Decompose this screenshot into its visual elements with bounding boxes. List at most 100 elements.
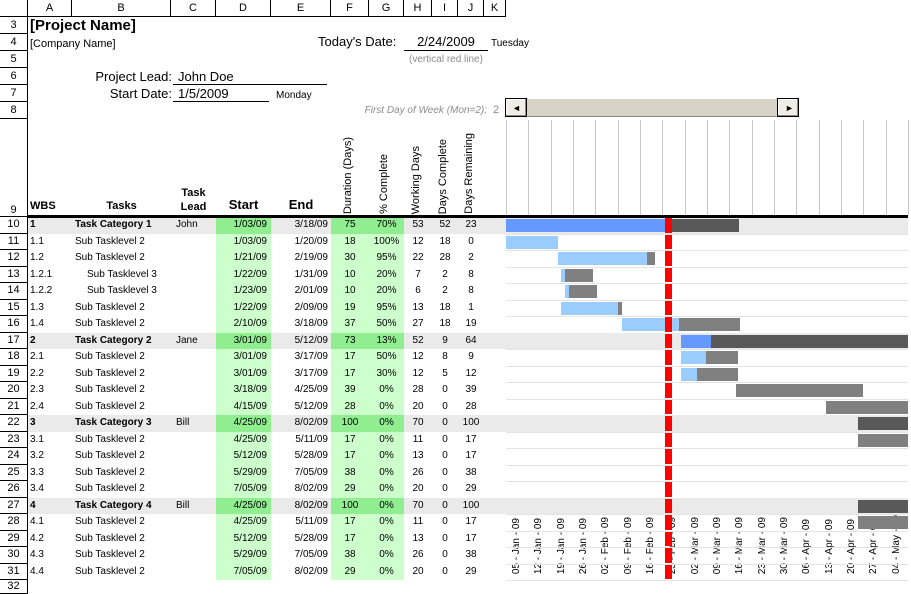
row-header-4[interactable]: 4 <box>0 34 28 51</box>
end-date-cell[interactable]: 5/12/09 <box>294 400 328 412</box>
task-cell[interactable]: Sub Tasklevel 2 <box>75 532 145 544</box>
task-cell[interactable]: Sub Tasklevel 2 <box>75 450 145 461</box>
task-cell[interactable]: Sub Tasklevel 2 <box>75 433 145 445</box>
scroll-right-button[interactable]: ► <box>777 98 799 117</box>
row-header-28[interactable]: 28 <box>0 514 28 531</box>
start-date-cell[interactable]: 1/21/09 <box>216 250 271 267</box>
start-date-cell[interactable]: 4/25/09 <box>216 415 271 432</box>
days-complete-cell[interactable]: 0 <box>442 532 448 544</box>
row-header-16[interactable]: 16 <box>0 316 28 333</box>
start-date-cell[interactable]: 1/22/09 <box>216 266 271 283</box>
row-header-5[interactable]: 5 <box>0 51 28 68</box>
task-cell[interactable]: Sub Tasklevel 2 <box>75 367 145 379</box>
end-date-cell[interactable]: 5/12/09 <box>294 334 328 346</box>
duration-cell[interactable]: 29 <box>331 563 369 580</box>
start-date-cell[interactable]: 1/22/09 <box>216 299 271 316</box>
pct-complete-cell[interactable]: 0% <box>369 382 404 399</box>
working-days-cell[interactable]: 11 <box>412 516 424 527</box>
start-date-cell[interactable]: 5/12/09 <box>216 530 271 547</box>
column-header-J[interactable]: J <box>458 0 484 17</box>
row-header-7[interactable]: 7 <box>0 85 28 102</box>
working-days-cell[interactable]: 7 <box>415 268 421 280</box>
days-complete-cell[interactable]: 0 <box>442 400 448 412</box>
timeline-scrollbar[interactable]: ◄ ► <box>505 98 799 117</box>
start-date-cell[interactable]: 1/23/09 <box>216 283 271 300</box>
days-complete-cell[interactable]: 0 <box>442 384 448 395</box>
wbs-cell[interactable]: 3.2 <box>30 450 44 461</box>
working-days-cell[interactable]: 12 <box>412 351 424 362</box>
task-cell[interactable]: Sub Tasklevel 2 <box>75 235 145 247</box>
corner-cell[interactable] <box>0 0 28 17</box>
row-header-6[interactable]: 6 <box>0 68 28 85</box>
project-name[interactable]: [Project Name] <box>30 17 136 34</box>
task-lead-cell[interactable]: Bill <box>176 417 190 428</box>
row-header-11[interactable]: 11 <box>0 233 28 250</box>
pct-complete-cell[interactable]: 0% <box>369 514 404 531</box>
wbs-cell[interactable]: 1.1 <box>30 235 44 247</box>
column-header-I[interactable]: I <box>432 0 458 17</box>
start-date-cell[interactable]: 7/05/09 <box>216 563 271 580</box>
duration-cell[interactable]: 17 <box>331 514 369 531</box>
working-days-cell[interactable]: 22 <box>412 252 424 263</box>
days-remaining-cell[interactable]: 2 <box>468 252 474 263</box>
header-duration[interactable]: Duration (Days) <box>342 136 354 214</box>
days-remaining-cell[interactable]: 38 <box>465 549 477 560</box>
header-tasks[interactable]: Tasks <box>106 200 137 212</box>
days-remaining-cell[interactable]: 29 <box>465 483 477 494</box>
duration-cell[interactable]: 100 <box>331 497 369 514</box>
row-header-10[interactable]: 10 <box>0 217 28 234</box>
end-date-cell[interactable]: 5/28/09 <box>294 450 328 461</box>
pct-complete-cell[interactable]: 0% <box>369 398 404 415</box>
end-date-cell[interactable]: 2/09/09 <box>294 301 328 313</box>
pct-complete-cell[interactable]: 30% <box>369 365 404 382</box>
scroll-left-button[interactable]: ◄ <box>505 98 527 117</box>
row-header-14[interactable]: 14 <box>0 283 28 300</box>
days-remaining-cell[interactable]: 64 <box>465 334 477 346</box>
header-task-lead[interactable]: Task Lead <box>171 186 216 214</box>
working-days-cell[interactable]: 26 <box>412 549 424 560</box>
end-date-cell[interactable]: 5/11/09 <box>295 433 328 445</box>
row-header-18[interactable]: 18 <box>0 349 28 366</box>
row-header-8[interactable]: 8 <box>0 102 28 119</box>
pct-complete-cell[interactable]: 0% <box>369 563 404 580</box>
duration-cell[interactable]: 38 <box>331 547 369 564</box>
working-days-cell[interactable]: 70 <box>412 499 424 511</box>
task-cell[interactable]: Sub Tasklevel 2 <box>75 252 145 263</box>
wbs-cell[interactable]: 1.2.1 <box>30 268 53 280</box>
task-cell[interactable]: Sub Tasklevel 2 <box>75 483 145 494</box>
working-days-cell[interactable]: 6 <box>415 285 421 296</box>
duration-cell[interactable]: 28 <box>331 398 369 415</box>
row-header-12[interactable]: 12 <box>0 250 28 267</box>
days-remaining-cell[interactable]: 0 <box>468 235 474 247</box>
end-date-cell[interactable]: 4/25/09 <box>294 384 328 395</box>
days-remaining-cell[interactable]: 17 <box>465 532 477 544</box>
task-cell[interactable]: Task Category 2 <box>75 334 152 346</box>
days-remaining-cell[interactable]: 29 <box>465 565 477 577</box>
row-header-32[interactable]: 32 <box>0 580 28 594</box>
pct-complete-cell[interactable]: 50% <box>369 349 404 366</box>
row-header-26[interactable]: 26 <box>0 481 28 498</box>
start-date-cell[interactable]: 1/03/09 <box>216 217 271 234</box>
row-header-31[interactable]: 31 <box>0 563 28 580</box>
wbs-cell[interactable]: 3.1 <box>30 433 44 445</box>
column-header-A[interactable]: A <box>28 0 72 17</box>
end-date-cell[interactable]: 1/20/09 <box>294 235 328 247</box>
days-remaining-cell[interactable]: 8 <box>468 285 474 296</box>
row-header-13[interactable]: 13 <box>0 266 28 283</box>
pct-complete-cell[interactable]: 0% <box>369 497 404 514</box>
row-header-29[interactable]: 29 <box>0 530 28 547</box>
days-complete-cell[interactable]: 0 <box>442 433 448 445</box>
days-complete-cell[interactable]: 0 <box>442 450 448 461</box>
duration-cell[interactable]: 17 <box>331 448 369 465</box>
row-header-21[interactable]: 21 <box>0 398 28 415</box>
duration-cell[interactable]: 39 <box>331 382 369 399</box>
pct-complete-cell[interactable]: 0% <box>369 481 404 498</box>
row-header-27[interactable]: 27 <box>0 497 28 514</box>
column-header-D[interactable]: D <box>216 0 271 17</box>
duration-cell[interactable]: 17 <box>331 431 369 448</box>
row-header-17[interactable]: 17 <box>0 332 28 349</box>
working-days-cell[interactable]: 11 <box>412 433 424 445</box>
task-cell[interactable]: Task Category 3 <box>75 417 152 428</box>
start-date-cell[interactable]: 4/25/09 <box>216 497 271 514</box>
days-complete-cell[interactable]: 18 <box>439 301 451 313</box>
